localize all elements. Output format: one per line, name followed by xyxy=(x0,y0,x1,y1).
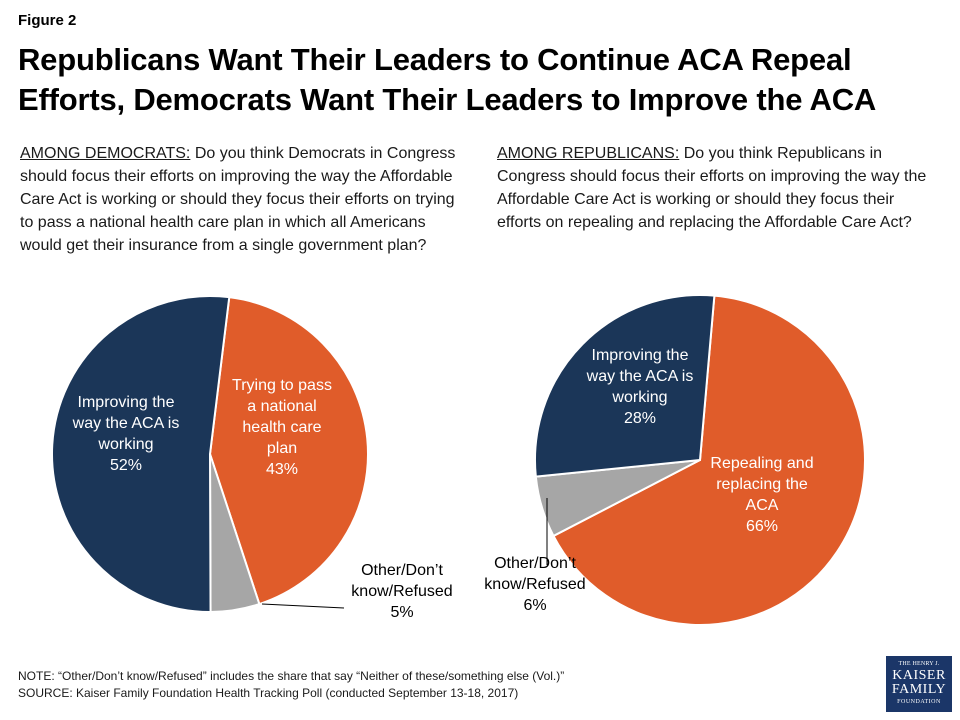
logo-line-1: THE HENRY J. xyxy=(898,661,940,667)
democrats-question-text: Do you think Democrats in Congress shoul… xyxy=(20,145,456,254)
footnote: NOTE: “Other/Don’t know/Refused” include… xyxy=(18,668,564,702)
logo-line-2: KAISER xyxy=(892,668,946,683)
pie-slice xyxy=(552,294,866,626)
chart-title-line-2: Efforts, Democrats Want Their Leaders to… xyxy=(18,82,877,117)
chart-title-line-1: Republicans Want Their Leaders to Contin… xyxy=(18,42,852,77)
figure-label: Figure 2 xyxy=(18,12,77,29)
kff-logo: THE HENRY J. KAISER FAMILY FOUNDATION xyxy=(886,656,952,712)
slice-label: Other/Don’t know/Refused 5% xyxy=(351,562,452,621)
pie-slice xyxy=(534,294,716,478)
source-line: SOURCE: Kaiser Family Foundation Health … xyxy=(18,686,519,700)
pie-slice xyxy=(208,296,370,606)
republicans-question-label: AMONG REPUBLICANS: xyxy=(497,145,680,162)
slice-label: Improving the way the ACA is working 28% xyxy=(586,347,694,427)
slice-label: Improving the way the ACA is working 52% xyxy=(72,394,180,474)
democrats-question-label: AMONG DEMOCRATS: xyxy=(20,145,191,162)
slice-label: Trying to pass a national health care plan 4… xyxy=(232,377,332,478)
republicans-question-text: Do you think Republicans in Congress sho… xyxy=(497,145,927,231)
logo-line-3: FAMILY xyxy=(891,682,947,697)
chart-title: Republicans Want Their Leaders to Contin… xyxy=(18,40,948,120)
slice-label: Repealing and replacing the ACA 66% xyxy=(710,455,813,535)
republicans-question: AMONG REPUBLICANS: Do you think Republic… xyxy=(497,142,937,234)
democrats-question: AMONG DEMOCRATS: Do you think Democrats … xyxy=(20,142,460,257)
pie-chart-1: Trying to pass a national health care plan 4… xyxy=(50,295,453,621)
pie-chart-2: Repealing and replacing the ACA 66% Other/Do… xyxy=(484,294,866,626)
logo-line-4: FOUNDATION xyxy=(897,699,941,705)
pie-slice xyxy=(50,295,231,614)
slice-label: Other/Don’t know/Refused 6% xyxy=(484,555,585,614)
note-line: NOTE: “Other/Don’t know/Refused” include… xyxy=(18,669,565,683)
leader-line xyxy=(261,603,345,609)
